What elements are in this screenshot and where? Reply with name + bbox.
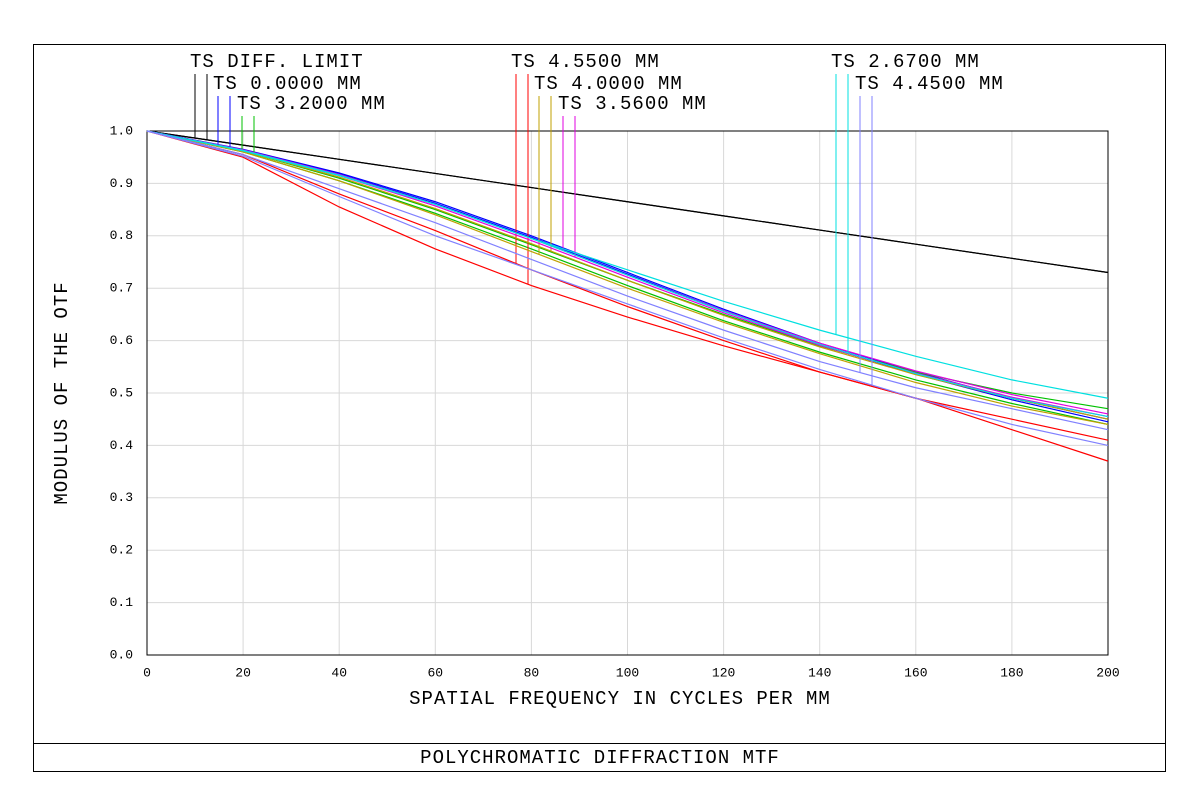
y-tick-label: 0.3 [110, 490, 133, 505]
mtf-curve [146, 130, 1109, 420]
x-tick-label: 140 [808, 665, 831, 680]
x-tick-label: 120 [712, 665, 735, 680]
y-axis-label: MODULUS OF THE OTF [51, 281, 73, 504]
mtf-curve [146, 130, 1109, 446]
mtf-curve [146, 130, 1109, 418]
mtf-curve [146, 130, 1109, 441]
mtf-curve [146, 130, 1109, 462]
y-tick-label: 0.6 [110, 333, 133, 348]
legend-label: TS 3.2000 MM [237, 93, 386, 115]
y-tick-label: 0.4 [110, 438, 134, 453]
mtf-curve [146, 130, 1109, 274]
x-tick-label: 40 [331, 665, 347, 680]
legend-label: TS 4.0000 MM [534, 73, 683, 95]
frame [33, 44, 1166, 772]
mtf-curve [146, 130, 1109, 431]
y-tick-label: 0.9 [110, 176, 133, 191]
x-tick-label: 200 [1096, 665, 1119, 680]
x-tick-label: 100 [616, 665, 639, 680]
y-tick-label: 1.0 [110, 123, 133, 138]
y-tick-label: 0.5 [110, 385, 133, 400]
x-tick-label: 180 [1000, 665, 1023, 680]
legend-label: TS 4.4500 MM [855, 73, 1004, 95]
y-tick-label: 0.0 [110, 647, 133, 662]
y-tick-label: 0.7 [110, 281, 133, 296]
x-tick-label: 0 [143, 665, 151, 680]
x-axis-label: SPATIAL FREQUENCY IN CYCLES PER MM [409, 688, 831, 710]
y-tick-label: 0.2 [110, 543, 133, 558]
y-tick-label: 0.8 [110, 228, 133, 243]
legend-label: TS 3.5600 MM [558, 93, 707, 115]
mtf-curve [146, 130, 1109, 426]
legend-label: TS 2.6700 MM [831, 51, 980, 73]
legend-label: TS DIFF. LIMIT [190, 51, 364, 73]
x-tick-label: 80 [524, 665, 540, 680]
x-tick-label: 60 [427, 665, 443, 680]
chart-title: POLYCHROMATIC DIFFRACTION MTF [420, 747, 780, 769]
y-tick-label: 0.1 [110, 595, 134, 610]
legend-label: TS 4.5500 MM [511, 51, 660, 73]
x-tick-label: 160 [904, 665, 927, 680]
plot-area [146, 130, 1109, 656]
legend-label: TS 0.0000 MM [213, 73, 362, 95]
x-tick-label: 20 [235, 665, 251, 680]
